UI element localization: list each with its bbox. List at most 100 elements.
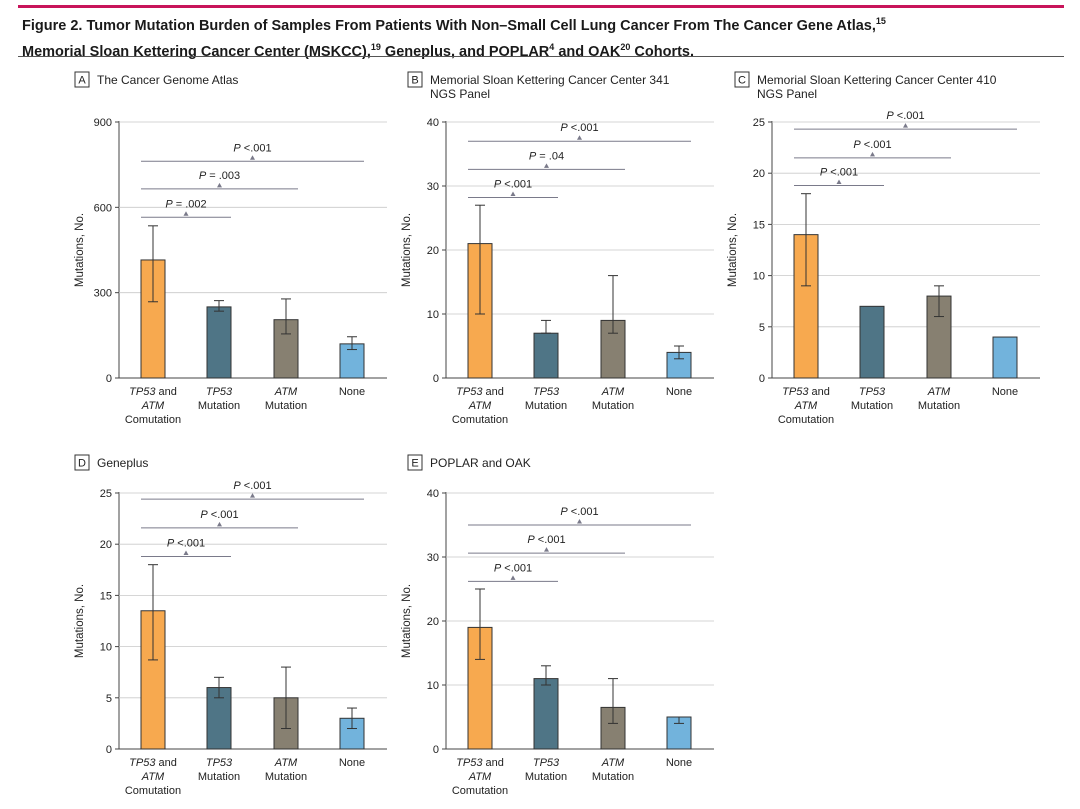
panel-letter: E	[411, 458, 418, 470]
comparison-marker	[544, 163, 549, 168]
category-label: TP53 and	[782, 386, 830, 398]
category-label: Comutation	[452, 414, 508, 426]
category-label: ATM	[927, 386, 951, 398]
category-gene: TP53	[782, 386, 809, 398]
p-symbol: P	[233, 480, 241, 492]
y-tick-label: 10	[100, 642, 112, 654]
y-axis-label: Mutations, No.	[74, 584, 86, 658]
p-symbol: P	[494, 179, 502, 191]
y-tick-label: 10	[427, 309, 439, 321]
p-value-label: P <.001	[233, 480, 271, 492]
p-value-label: P <.001	[853, 139, 891, 151]
category-label: TP53	[206, 757, 233, 769]
category-label: None	[992, 386, 1018, 398]
category-label: Mutation	[198, 771, 240, 783]
y-tick-label: 10	[753, 271, 765, 283]
category-conj: and	[155, 757, 176, 769]
p-value-label: P <.001	[886, 110, 924, 122]
category-label: TP53 and	[456, 386, 504, 398]
y-tick-label: 30	[427, 181, 439, 193]
category-label: TP53 and	[129, 757, 177, 769]
category-label: Comutation	[125, 414, 181, 426]
panel-title: NGS Panel	[430, 87, 490, 101]
p-value: <.001	[535, 534, 566, 546]
category-label: Mutation	[525, 771, 567, 783]
p-value: = .04	[536, 150, 564, 162]
p-value: <.001	[894, 110, 925, 122]
panel-D: D Geneplus 0 5 10 15 20 25 Mutations, No. P <.001…	[74, 454, 387, 797]
figure-title: Figure 2. Tumor Mutation Burden of Sampl…	[22, 11, 1062, 63]
panel-title: The Cancer Genome Atlas	[97, 73, 238, 87]
p-symbol: P	[233, 142, 241, 154]
p-value: <.001	[241, 142, 272, 154]
category-label: ATM	[141, 400, 165, 412]
p-value: = .003	[206, 170, 240, 182]
category-label: Mutation	[265, 400, 307, 412]
category-label: None	[339, 386, 365, 398]
p-value-label: P <.001	[560, 506, 598, 518]
category-label: None	[666, 386, 692, 398]
category-label: ATM	[274, 757, 298, 769]
p-value: <.001	[501, 562, 532, 574]
comparison-marker	[870, 151, 875, 157]
p-symbol: P	[820, 166, 828, 178]
figure-title-line-2: Memorial Sloan Kettering Cancer Center (…	[22, 41, 695, 60]
category-label: ATM	[468, 771, 492, 783]
category-label: ATM	[274, 386, 298, 398]
y-axis-label: Mutations, No.	[74, 213, 86, 287]
comparison-marker	[510, 575, 516, 580]
p-value-label: P <.001	[233, 142, 271, 154]
y-tick-label: 40	[427, 117, 439, 129]
panel-C: C Memorial Sloan Kettering Cancer Center …	[727, 71, 1040, 426]
category-label: Mutation	[851, 400, 893, 412]
category-label: ATM	[141, 771, 165, 783]
panel-letter: C	[738, 75, 746, 87]
comparison-marker	[903, 123, 908, 128]
y-tick-label: 40	[427, 488, 439, 500]
p-value: = .002	[173, 198, 207, 210]
category-label: Comutation	[452, 785, 508, 797]
panel-B: B Memorial Sloan Kettering Cancer Center …	[401, 71, 714, 426]
comparison-marker	[577, 135, 582, 140]
y-tick-label: 0	[759, 373, 765, 385]
bar-2	[206, 306, 232, 379]
category-conj: and	[482, 757, 503, 769]
p-symbol: P	[886, 110, 894, 122]
category-label: TP53 and	[456, 757, 504, 769]
panel-letter-box	[407, 71, 423, 88]
p-value: <.001	[568, 506, 599, 518]
comparison-marker	[250, 493, 255, 498]
p-value: <.001	[208, 509, 239, 521]
p-symbol: P	[199, 170, 207, 182]
p-symbol: P	[167, 537, 175, 549]
p-value: <.001	[241, 480, 272, 492]
p-value-label: P <.001	[494, 179, 532, 191]
y-tick-label: 900	[94, 117, 112, 129]
p-symbol: P	[494, 562, 502, 574]
category-label: TP53	[206, 386, 233, 398]
p-value: <.001	[174, 537, 205, 549]
y-tick-label: 20	[100, 539, 112, 551]
panel-title: Memorial Sloan Kettering Cancer Center 3…	[430, 73, 670, 87]
p-symbol: P	[165, 198, 173, 210]
p-symbol: P	[529, 150, 537, 162]
category-conj: and	[155, 386, 176, 398]
comparison-marker	[217, 182, 222, 188]
bar-4	[339, 717, 365, 750]
category-label: Mutation	[592, 771, 634, 783]
reference-15: 15	[875, 16, 886, 26]
y-tick-label: 20	[427, 616, 439, 628]
category-label: TP53	[533, 757, 560, 769]
y-tick-label: 15	[100, 590, 112, 602]
comparison-marker	[183, 550, 189, 555]
y-axis-label: Mutations, No.	[401, 584, 413, 658]
category-label: Mutation	[265, 771, 307, 783]
panel-title: NGS Panel	[757, 87, 817, 101]
y-axis-label: Mutations, No.	[727, 213, 739, 287]
y-tick-label: 0	[433, 373, 439, 385]
p-value-label: P <.001	[560, 122, 598, 134]
y-tick-label: 5	[106, 693, 112, 705]
panel-letter-box	[74, 454, 90, 471]
y-tick-label: 5	[759, 322, 765, 334]
